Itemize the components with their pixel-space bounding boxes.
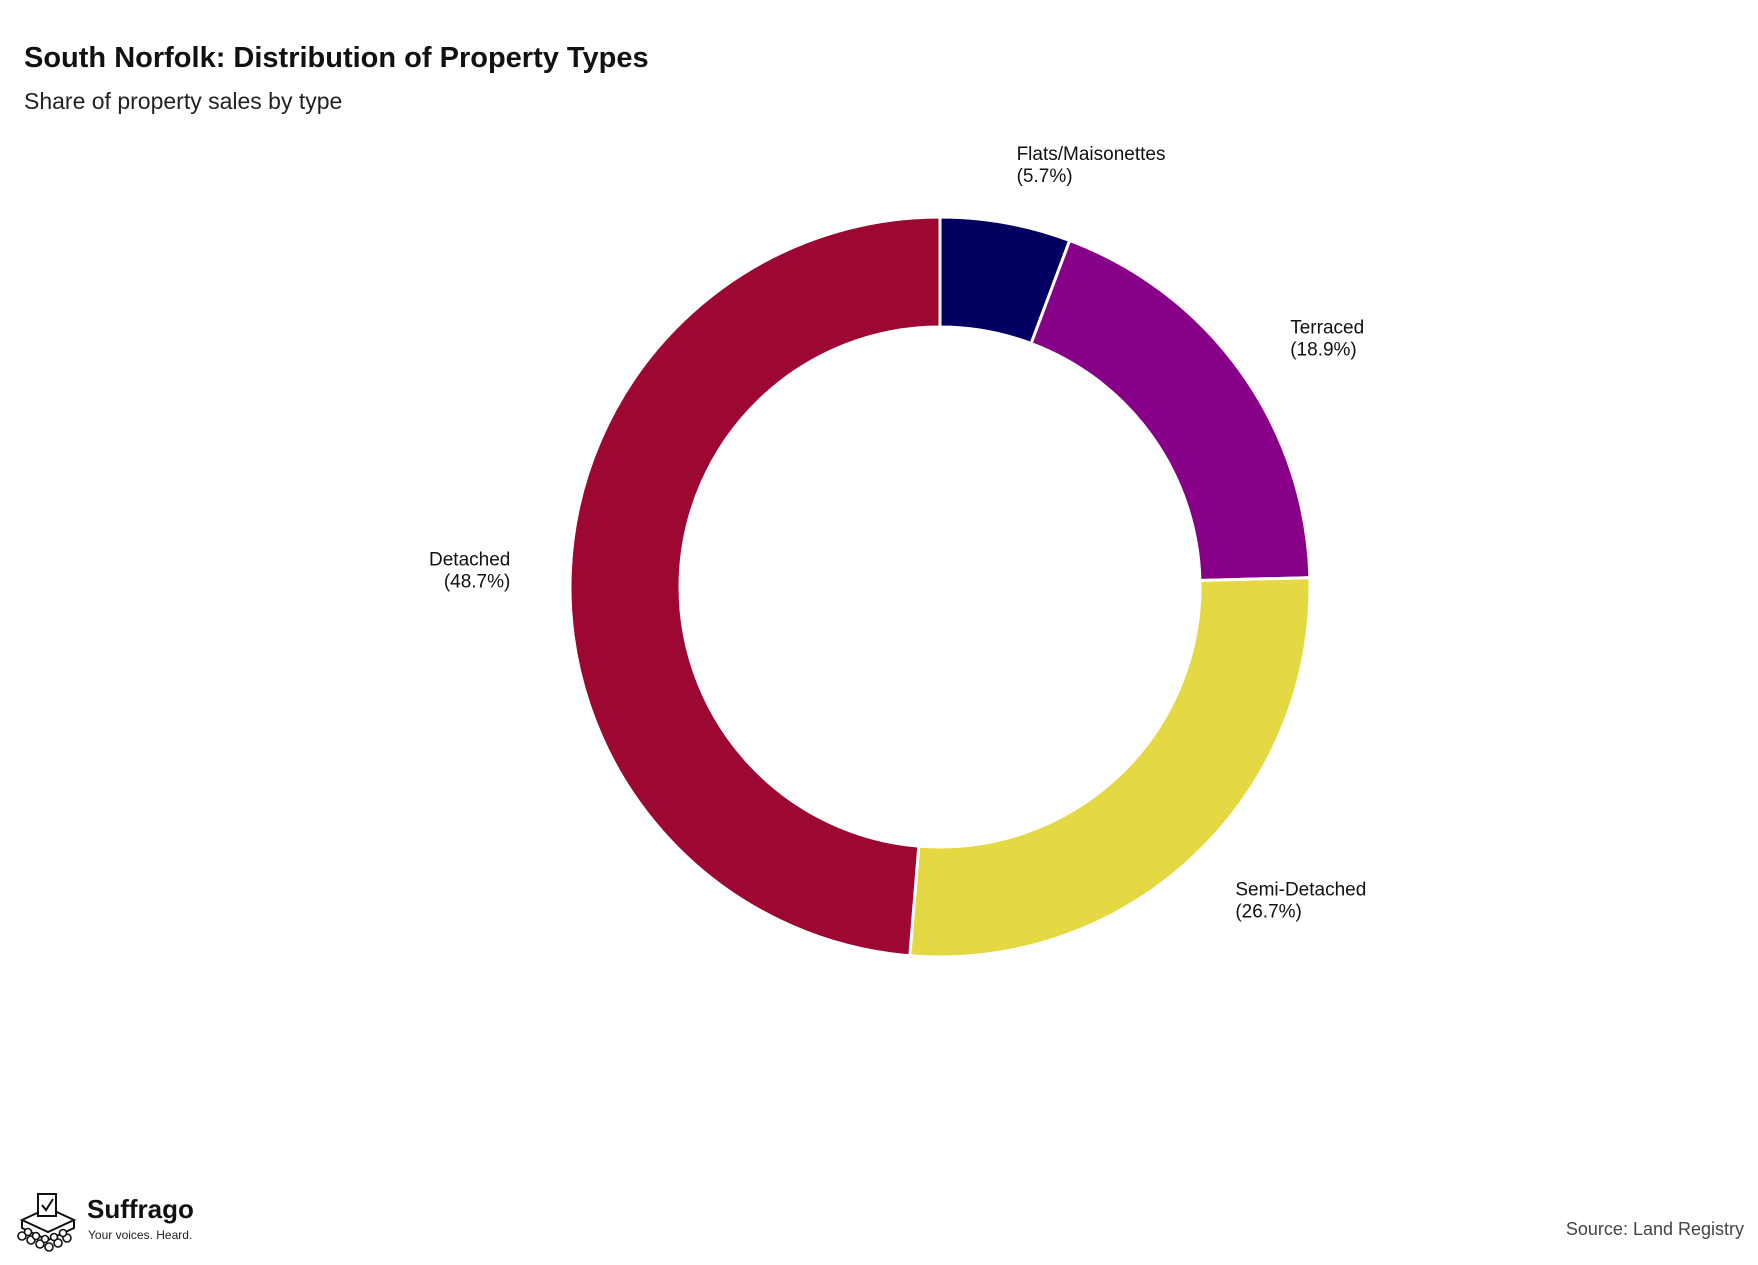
brand-tagline: Your voices. Heard. [88, 1228, 193, 1242]
slice-label-terraced: Terraced (18.9%) [1290, 318, 1364, 361]
slice-label-flats-maisonettes: Flats/Maisonettes (5.7%) [1017, 144, 1166, 187]
source-note: Source: Land Registry [1565, 1219, 1744, 1239]
slice-semi-detached [908, 576, 1312, 959]
slice-label-detached: Detached (48.7%) [429, 549, 510, 592]
chart-subtitle: Share of property sales by type [24, 88, 343, 114]
brand-name: Suffrago [87, 1194, 194, 1224]
slice-labels: Flats/Maisonettes (5.7%) Terraced (18.9%) Se… [429, 144, 1366, 923]
donut-slices [568, 215, 1312, 959]
slice-terraced [1029, 238, 1312, 583]
chart-title: South Norfolk: Distribution of Property … [24, 42, 649, 74]
slice-detached [568, 215, 942, 958]
ballot-box-icon [17, 1193, 77, 1252]
slice-label-semi-detached: Semi-Detached (26.7%) [1235, 880, 1366, 923]
